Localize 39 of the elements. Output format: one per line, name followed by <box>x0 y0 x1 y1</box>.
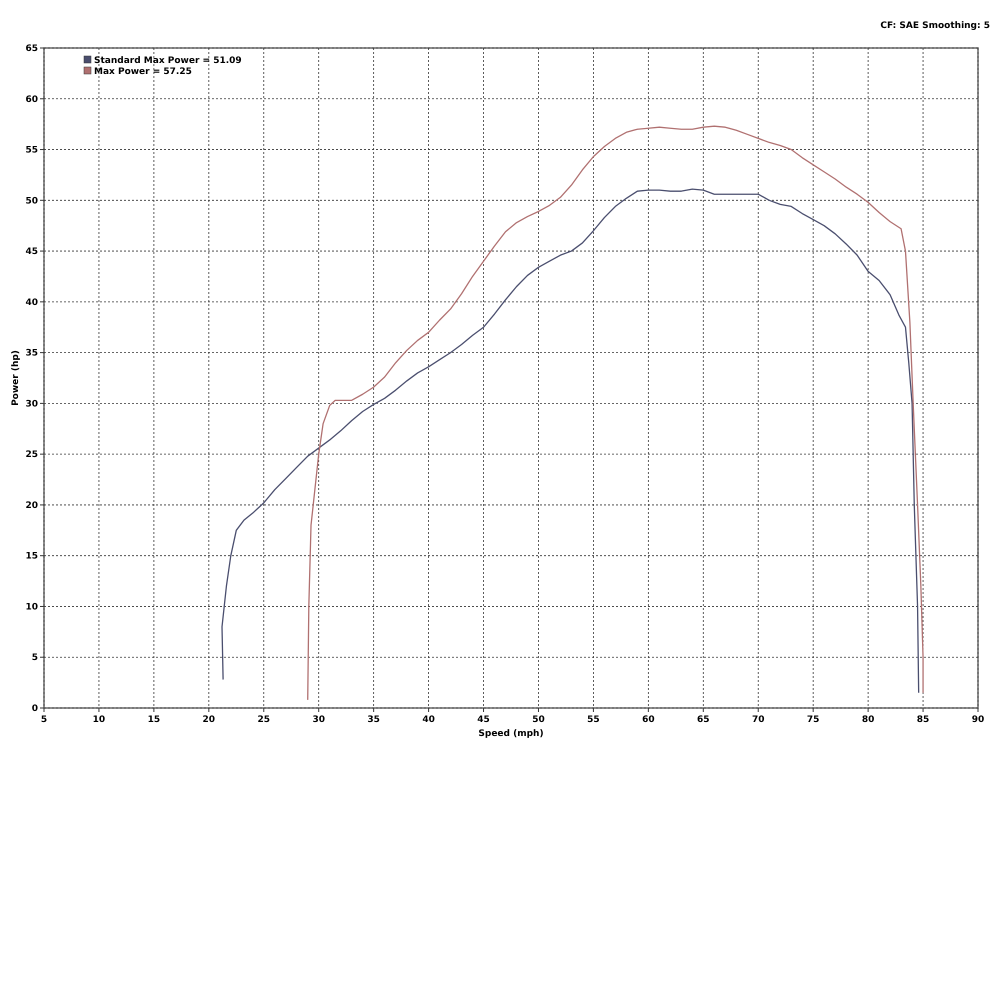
x-axis-title: Speed (mph) <box>478 729 544 739</box>
y-tick-label: 25 <box>25 450 38 460</box>
x-tick-label: 10 <box>92 715 106 725</box>
x-tick-label: 15 <box>148 715 160 725</box>
x-tick-label: 65 <box>697 715 710 725</box>
y-tick-label: 10 <box>25 602 38 612</box>
x-tick-label: 20 <box>202 715 216 725</box>
y-tick-label: 30 <box>25 399 38 410</box>
text: CF: SAE Smoothing: 5 <box>880 21 990 31</box>
y-tick-label: 5 <box>32 653 38 664</box>
y-tick-label: 65 <box>25 44 38 54</box>
x-tick-label: 5 <box>40 715 48 725</box>
legend-label: Max Power = 57.25 <box>94 67 192 77</box>
x-tick-label: 40 <box>422 715 435 725</box>
y-axis-title: Power (hp) <box>11 350 21 406</box>
x-tick-label: 60 <box>642 715 655 725</box>
line-series <box>307 126 924 701</box>
y-tick-label: 50 <box>25 196 38 206</box>
y-tick-label: 60 <box>25 94 38 105</box>
x-tick-label: 45 <box>477 715 490 725</box>
y-tick-label: 40 <box>25 298 38 308</box>
x-tick-label: 90 <box>972 715 984 725</box>
legend-label: Standard Max Power = 51.09 <box>94 56 242 66</box>
y-tick-label: 35 <box>25 348 38 359</box>
x-tick-label: 75 <box>806 715 820 725</box>
y-tick-label: 15 <box>25 552 38 562</box>
y-tick-label: 55 <box>25 146 38 156</box>
x-tick-label: 50 <box>532 715 545 725</box>
x-tick-label: 25 <box>258 715 270 725</box>
x-tick-label: 35 <box>367 715 380 725</box>
line-series <box>221 188 920 694</box>
x-tick-label: 70 <box>752 715 764 725</box>
x-tick-label: 80 <box>862 715 874 725</box>
y-tick-label: 45 <box>25 247 38 258</box>
x-tick-label: 85 <box>916 715 930 725</box>
x-tick-label: 55 <box>587 715 600 725</box>
y-tick-label: 0 <box>32 704 38 714</box>
y-tick-label: 20 <box>25 500 38 511</box>
x-tick-label: 30 <box>312 715 325 725</box>
